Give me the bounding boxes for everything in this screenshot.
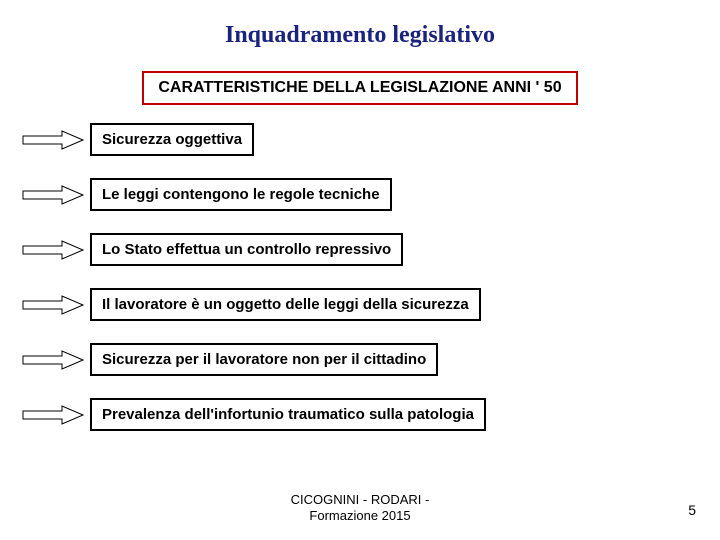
arrow-icon bbox=[22, 295, 84, 315]
header-box: CARATTERISTICHE DELLA LEGISLAZIONE ANNI … bbox=[142, 71, 577, 105]
list-item: Sicurezza oggettiva bbox=[0, 123, 720, 156]
item-box: Il lavoratore è un oggetto delle leggi d… bbox=[90, 288, 481, 321]
list-item: Prevalenza dell'infortunio traumatico su… bbox=[0, 398, 720, 431]
item-box: Prevalenza dell'infortunio traumatico su… bbox=[90, 398, 486, 431]
arrow-icon bbox=[22, 350, 84, 370]
list-item: Sicurezza per il lavoratore non per il c… bbox=[0, 343, 720, 376]
bullet-list: Sicurezza oggettiva Le leggi contengono … bbox=[0, 123, 720, 431]
item-box: Sicurezza per il lavoratore non per il c… bbox=[90, 343, 438, 376]
arrow-icon bbox=[22, 405, 84, 425]
footer-line2: Formazione 2015 bbox=[0, 508, 720, 524]
arrow-icon bbox=[22, 130, 84, 150]
list-item: Le leggi contengono le regole tecniche bbox=[0, 178, 720, 211]
list-item: Lo Stato effettua un controllo repressiv… bbox=[0, 233, 720, 266]
page-number: 5 bbox=[688, 502, 696, 518]
item-box: Lo Stato effettua un controllo repressiv… bbox=[90, 233, 403, 266]
arrow-icon bbox=[22, 240, 84, 260]
item-box: Le leggi contengono le regole tecniche bbox=[90, 178, 392, 211]
item-box: Sicurezza oggettiva bbox=[90, 123, 254, 156]
page-title: Inquadramento legislativo bbox=[0, 0, 720, 49]
arrow-icon bbox=[22, 185, 84, 205]
footer-line1: CICOGNINI - RODARI - bbox=[0, 492, 720, 508]
list-item: Il lavoratore è un oggetto delle leggi d… bbox=[0, 288, 720, 321]
footer: CICOGNINI - RODARI - Formazione 2015 bbox=[0, 492, 720, 525]
